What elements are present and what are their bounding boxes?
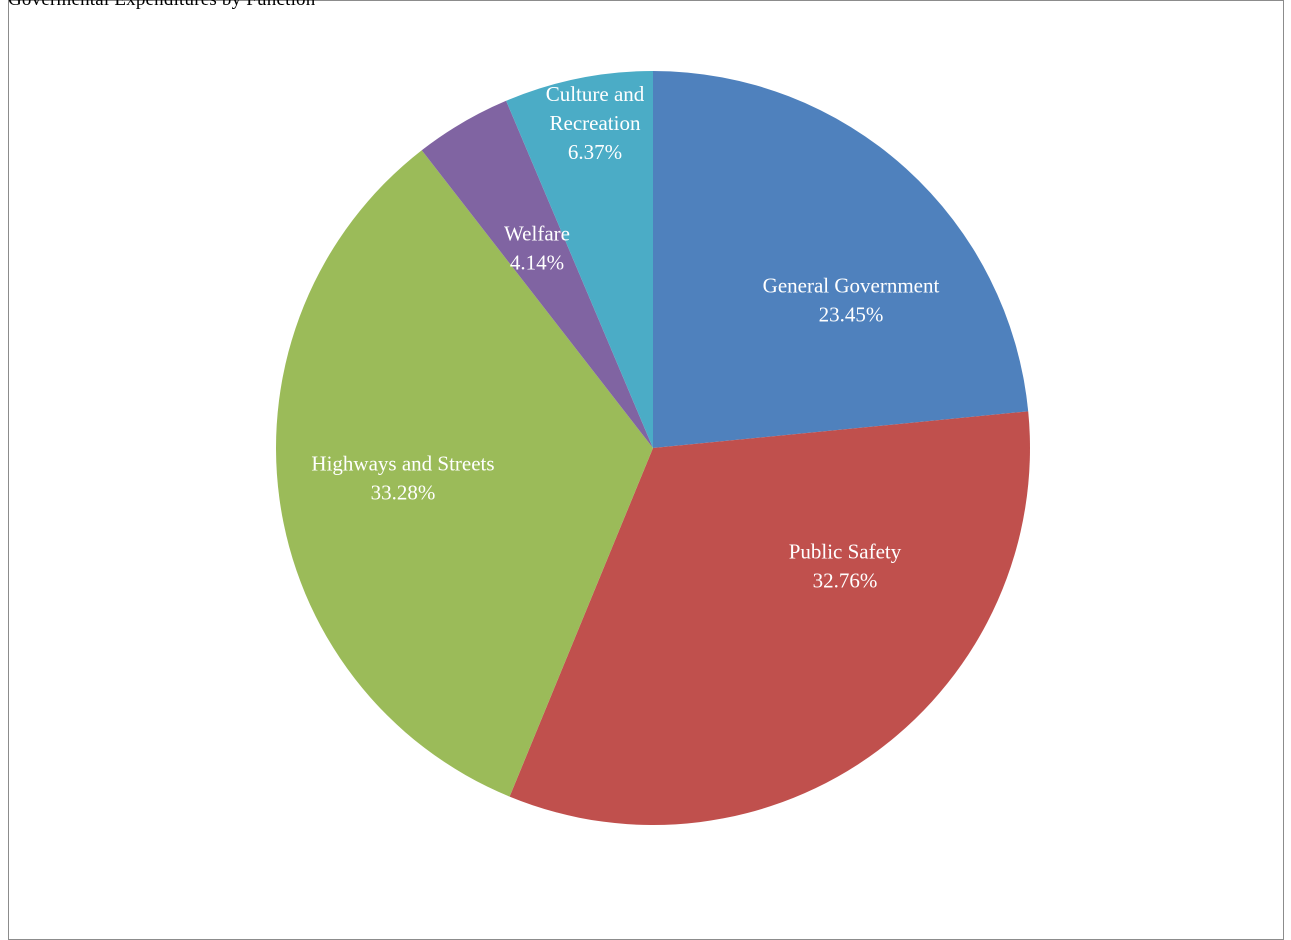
- data-label-welfare: Welfare 4.14%: [504, 221, 570, 274]
- data-label-percent: 23.45%: [819, 302, 884, 326]
- pie-slice-general-government: [653, 71, 1029, 448]
- data-label-highways-and-streets: Highways and Streets 33.28%: [311, 451, 494, 504]
- pie-chart: General Government 23.45% Public Safety 32.…: [276, 71, 1030, 825]
- data-label-name: Recreation: [550, 111, 641, 135]
- chart-title-cut: Govermental Expenditures by Function: [8, 0, 315, 11]
- pie-slice-highways-and-streets: [276, 150, 653, 797]
- data-label-percent: 4.14%: [510, 250, 564, 274]
- pie-slice-culture-and-recreation: [506, 71, 653, 448]
- data-label-percent: 32.76%: [813, 568, 878, 592]
- data-label-percent: 33.28%: [371, 480, 436, 504]
- data-label-percent: 6.37%: [568, 140, 622, 164]
- data-label-culture-and-recreation: Culture and Recreation 6.37%: [546, 82, 645, 164]
- data-label-name: Public Safety: [789, 539, 902, 563]
- pie-slice-public-safety: [509, 411, 1030, 825]
- pie-slices: [276, 71, 1030, 825]
- data-label-public-safety: Public Safety 32.76%: [789, 539, 902, 592]
- pie-slice-welfare: [421, 100, 653, 449]
- data-label-name: Culture and: [546, 82, 645, 106]
- data-label-name: Highways and Streets: [311, 451, 494, 475]
- data-label-name: Welfare: [504, 221, 570, 245]
- data-label-general-government: General Government 23.45%: [763, 273, 940, 326]
- data-label-name: General Government: [763, 273, 940, 297]
- pie-data-labels: General Government 23.45% Public Safety 32.…: [311, 82, 939, 593]
